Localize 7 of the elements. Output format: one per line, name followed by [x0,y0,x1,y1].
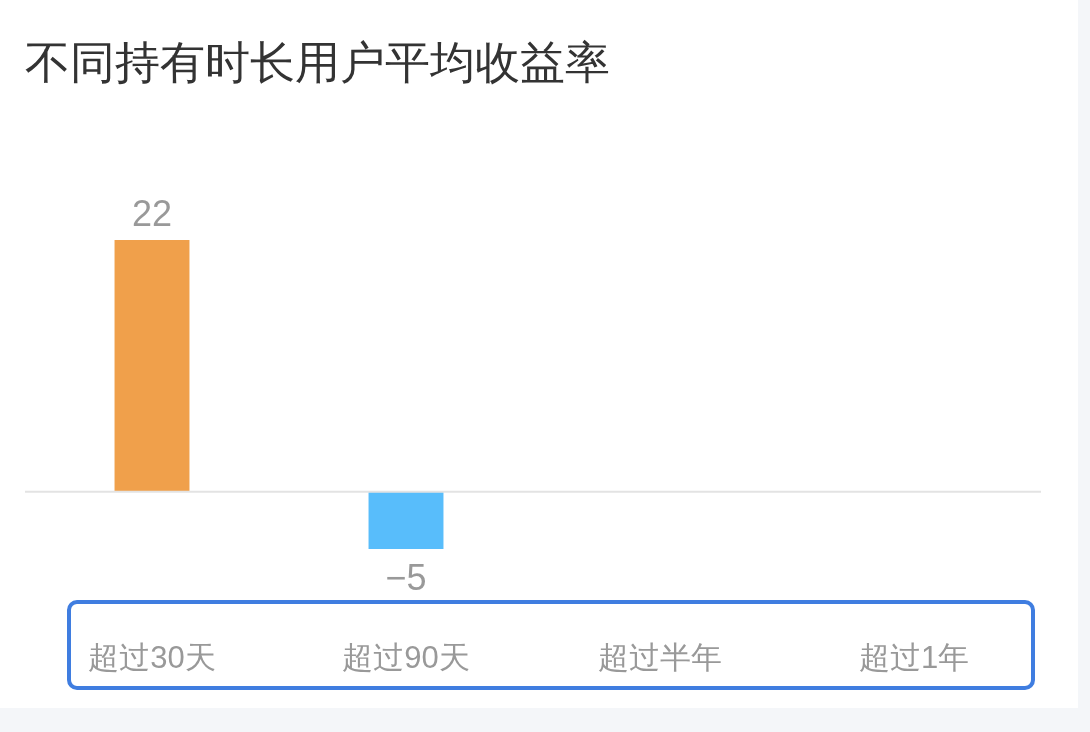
category-label: 超过90天 [342,640,470,675]
title: 不同持有时长用户平均收益率 [25,37,610,88]
data-label: −5 [385,557,427,598]
data-label: 22 [132,193,172,234]
category-label: 超过半年 [598,640,722,675]
category-label: 超过1年 [858,640,970,675]
category-label: 超过30天 [88,640,216,675]
